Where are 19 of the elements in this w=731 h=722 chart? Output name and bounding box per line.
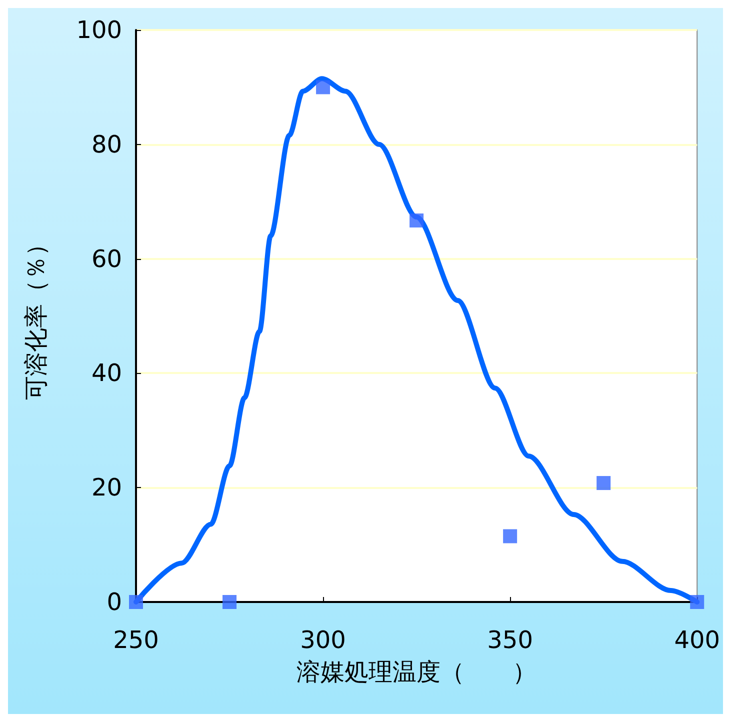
- x-tick-label: 350: [487, 626, 533, 654]
- point: [316, 80, 330, 94]
- x-tick-label: 400: [674, 626, 720, 654]
- y-tick-label: 20: [91, 474, 122, 502]
- y-tick-label: 80: [91, 130, 122, 158]
- y-axis-title: 可溶化率（％）: [22, 232, 50, 400]
- point: [596, 476, 611, 490]
- y-tick-label: 100: [76, 16, 122, 44]
- point: [410, 213, 424, 228]
- point: [129, 595, 143, 609]
- x-tick-label: 300: [300, 626, 346, 654]
- point: [690, 595, 704, 609]
- point: [222, 595, 237, 609]
- x-axis-title: 溶媒処理温度（ ）: [296, 658, 537, 686]
- y-tick-label: 60: [91, 244, 122, 273]
- point: [503, 529, 518, 544]
- y-tick-label: 0: [106, 588, 122, 616]
- y-tick-label: 40: [91, 359, 122, 388]
- x-tick-label: 250: [113, 626, 159, 654]
